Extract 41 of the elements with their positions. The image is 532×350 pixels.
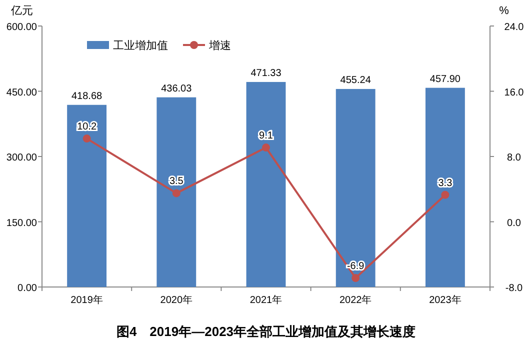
data-label: 3.5 bbox=[169, 176, 184, 188]
data-label: 455.24 bbox=[340, 74, 372, 86]
point bbox=[441, 190, 450, 199]
x-tick-label: 2021年 bbox=[250, 294, 282, 306]
legend-label: 增速 bbox=[208, 39, 231, 52]
data-label: 457.90 bbox=[430, 74, 461, 85]
x-tick-label: 2020年 bbox=[160, 294, 193, 306]
y2-tick-label: 0.0 bbox=[507, 218, 522, 229]
point bbox=[172, 189, 180, 198]
point bbox=[82, 134, 91, 143]
y-tick-label: 600.00 bbox=[6, 22, 38, 33]
y-tick-label: 300.00 bbox=[6, 152, 38, 164]
point bbox=[262, 144, 270, 152]
data-label: 436.03 bbox=[161, 83, 192, 94]
y2-tick-label: 8.0 bbox=[507, 152, 522, 164]
bar bbox=[67, 104, 107, 287]
y-tick-label: 150.00 bbox=[6, 218, 38, 229]
y2-tick-label: 16.0 bbox=[504, 87, 524, 98]
legend-label: 工业增加值 bbox=[113, 39, 168, 52]
x-tick-label: 2023年 bbox=[429, 294, 462, 306]
bar bbox=[156, 97, 196, 287]
legend-增速: 增速 bbox=[183, 40, 231, 52]
y2-axis-title: % bbox=[499, 5, 510, 17]
legend-工业增加值: 工业增加值 bbox=[87, 40, 168, 52]
y2-tick-label: -8.0 bbox=[505, 283, 524, 294]
point bbox=[352, 274, 360, 282]
data-label: 471.33 bbox=[250, 68, 282, 79]
bar bbox=[246, 82, 286, 287]
y-tick-label: 450.00 bbox=[6, 87, 38, 98]
x-tick-label: 2022年 bbox=[339, 294, 372, 306]
data-label: 418.68 bbox=[72, 90, 103, 102]
y2-tick-label: 24.0 bbox=[504, 22, 524, 33]
text: 图4 2019年—2023年全部工业增加值及其增长速度 bbox=[116, 324, 416, 339]
x-tick-label: 2019年 bbox=[70, 294, 103, 306]
y-axis-title: 亿元 bbox=[10, 5, 33, 17]
data-label: 10.2 bbox=[77, 122, 97, 133]
y-tick-label: 0.00 bbox=[18, 283, 38, 294]
data-label: 9.1 bbox=[259, 130, 274, 142]
bar bbox=[425, 88, 465, 287]
bar bbox=[336, 88, 376, 287]
data-label: 3.3 bbox=[438, 178, 453, 189]
